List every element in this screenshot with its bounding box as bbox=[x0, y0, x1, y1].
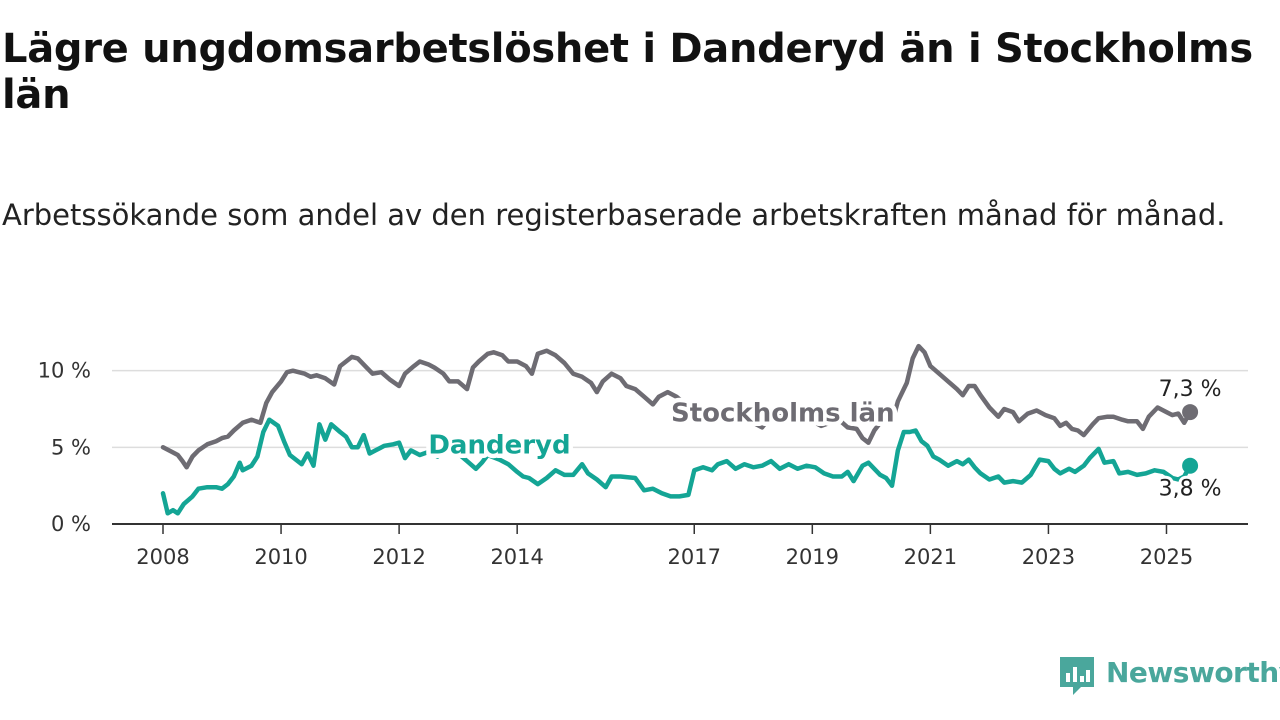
end-value-halo-danderyd: 3,8 % bbox=[1159, 477, 1222, 502]
y-tick-label: 10 % bbox=[38, 359, 91, 383]
series-lines bbox=[160, 343, 1199, 516]
end-point-stockholms-l-n bbox=[1182, 404, 1199, 421]
series-line-danderyd bbox=[160, 417, 1193, 516]
series-line-stockholms-l-n bbox=[160, 343, 1193, 470]
series-label-halo-stockholms-l-n: Stockholms län bbox=[671, 398, 895, 428]
y-tick-label: 0 % bbox=[51, 512, 91, 536]
x-tick-label: 2012 bbox=[372, 545, 425, 569]
x-tick-label: 2019 bbox=[786, 545, 839, 569]
newsworthy-logo-icon bbox=[1060, 657, 1094, 695]
x-tick-label: 2017 bbox=[668, 545, 721, 569]
end-value-halo-stockholms-l-n: 7,3 % bbox=[1159, 377, 1222, 402]
x-tick-label: 2025 bbox=[1140, 545, 1193, 569]
y-tick-label: 5 % bbox=[51, 435, 91, 459]
grid-lines bbox=[112, 369, 1248, 525]
series-label-stockholms-l-n: Stockholms län bbox=[671, 398, 895, 428]
x-tick-label: 2010 bbox=[254, 545, 307, 569]
series-labels: 7,3 %7,3 %3,8 %3,8 %Stockholms länStockh… bbox=[424, 374, 1225, 505]
end-value-label-danderyd: 3,8 % bbox=[1159, 477, 1222, 502]
chart-title: Lägre ungdomsarbetslöshet i Danderyd än … bbox=[2, 26, 1253, 118]
newsworthy-logo: Newsworthy bbox=[1059, 654, 1280, 698]
axis-ticks: 0 % 5 % 10 % 2008 2010 2012 2014 2017 2019 2021 20… bbox=[38, 359, 1194, 569]
end-value-label-stockholms-l-n: 7,3 % bbox=[1159, 377, 1222, 402]
x-tick-label: 2014 bbox=[490, 545, 543, 569]
end-point-danderyd bbox=[1182, 457, 1199, 474]
x-tick-label: 2021 bbox=[904, 545, 957, 569]
newsworthy-logo-text: Newsworthy bbox=[1106, 656, 1280, 689]
chart-subtitle: Arbetssökande som andel av den registerb… bbox=[2, 198, 1226, 232]
series-label-halo-danderyd: Danderyd bbox=[428, 430, 570, 460]
x-tick-label: 2023 bbox=[1022, 545, 1075, 569]
x-tick-label: 2008 bbox=[136, 545, 189, 569]
series-label-danderyd: Danderyd bbox=[428, 430, 570, 460]
